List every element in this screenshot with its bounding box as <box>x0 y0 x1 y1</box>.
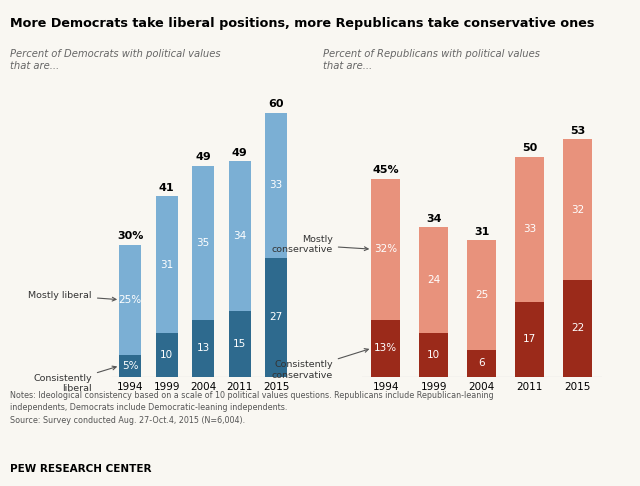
Text: Consistently
conservative: Consistently conservative <box>271 348 369 380</box>
Bar <box>419 227 448 333</box>
Text: Mostly
conservative: Mostly conservative <box>271 235 368 255</box>
Text: Percent of Republicans with political values
that are...: Percent of Republicans with political va… <box>323 49 540 71</box>
Text: 24: 24 <box>427 275 440 285</box>
Bar <box>156 196 178 333</box>
Text: 31: 31 <box>474 227 490 237</box>
Text: 41: 41 <box>159 183 175 193</box>
Bar <box>228 161 251 311</box>
Text: 50: 50 <box>522 143 537 154</box>
Text: 15: 15 <box>233 339 246 348</box>
Text: 45%: 45% <box>372 165 399 175</box>
Bar <box>515 302 544 377</box>
Text: 53: 53 <box>570 126 585 136</box>
Text: 10: 10 <box>427 349 440 360</box>
Text: 34: 34 <box>233 231 246 241</box>
Bar <box>119 245 141 355</box>
Text: 5%: 5% <box>122 361 138 371</box>
Bar <box>265 113 287 258</box>
Text: 22: 22 <box>571 323 584 333</box>
Bar <box>371 179 400 319</box>
Text: 35: 35 <box>196 238 210 247</box>
Text: 10: 10 <box>160 349 173 360</box>
Text: 34: 34 <box>426 214 442 224</box>
Bar <box>228 311 251 377</box>
Bar <box>192 319 214 377</box>
Text: 6: 6 <box>478 359 485 368</box>
Bar <box>192 166 214 319</box>
Bar <box>515 157 544 302</box>
Bar <box>563 139 592 280</box>
Text: 17: 17 <box>523 334 536 344</box>
Text: Consistently
liberal: Consistently liberal <box>33 366 116 393</box>
Text: 33: 33 <box>523 225 536 234</box>
Bar <box>419 333 448 377</box>
Text: 31: 31 <box>160 260 173 270</box>
Text: 60: 60 <box>268 100 284 109</box>
Text: Mostly liberal: Mostly liberal <box>28 291 116 301</box>
Bar <box>467 241 496 350</box>
Text: 33: 33 <box>269 180 283 191</box>
Text: 13%: 13% <box>374 343 397 353</box>
Bar <box>265 258 287 377</box>
Text: 25%: 25% <box>118 295 142 305</box>
Text: Percent of Democrats with political values
that are...: Percent of Democrats with political valu… <box>10 49 220 71</box>
Text: Notes: Ideological consistency based on a scale of 10 political values questions: Notes: Ideological consistency based on … <box>10 391 493 425</box>
Text: 49: 49 <box>195 152 211 162</box>
Bar <box>119 355 141 377</box>
Text: 30%: 30% <box>117 231 143 241</box>
Text: More Democrats take liberal positions, more Republicans take conservative ones: More Democrats take liberal positions, m… <box>10 17 594 30</box>
Text: 49: 49 <box>232 148 248 158</box>
Text: 13: 13 <box>196 343 210 353</box>
Bar <box>371 319 400 377</box>
Text: 25: 25 <box>475 290 488 300</box>
Text: 32%: 32% <box>374 244 397 254</box>
Bar <box>467 350 496 377</box>
Text: PEW RESEARCH CENTER: PEW RESEARCH CENTER <box>10 464 151 474</box>
Bar <box>563 280 592 377</box>
Bar <box>156 333 178 377</box>
Text: 27: 27 <box>269 312 283 322</box>
Text: 32: 32 <box>571 205 584 215</box>
